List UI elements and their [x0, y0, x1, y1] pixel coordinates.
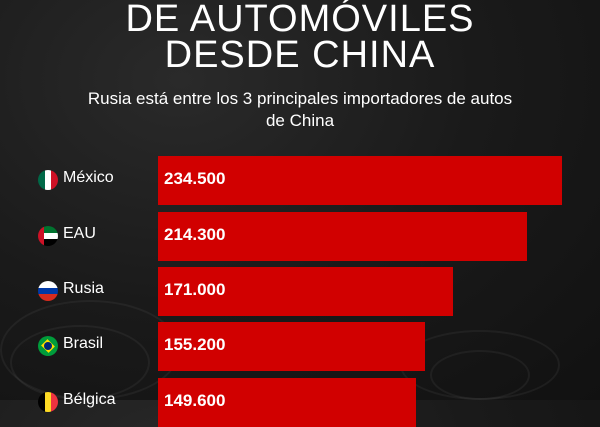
category-label: EAU [63, 225, 96, 242]
chart-title-line-1: DE AUTOMÓVILES [125, 0, 475, 40]
bar [158, 322, 426, 371]
category-label: Brasil [63, 335, 104, 352]
bar-row: EAU 214.300 [0, 212, 600, 261]
brazil-flag-icon [38, 336, 58, 356]
bar [158, 267, 453, 316]
russia-flag-icon [38, 281, 58, 301]
data-label: 149.600 [164, 391, 226, 410]
bar-row: Rusia 171.000 [0, 267, 600, 316]
subtitle-line-2: de China [265, 111, 335, 130]
uae-flag-icon [38, 226, 58, 246]
category-label: Bélgica [63, 391, 116, 408]
data-label: 171.000 [164, 280, 226, 299]
chart-title-line-2: DESDE CHINA [164, 34, 436, 76]
background-swirl [10, 325, 150, 400]
mexico-flag-icon [38, 170, 58, 190]
belgium-flag-icon [38, 392, 58, 412]
data-label: 155.200 [164, 335, 226, 354]
bar-row: Bélgica 149.600 [0, 378, 600, 427]
bar [158, 156, 562, 205]
chart-subtitle: Rusia está entre los 3 principales impor… [0, 88, 600, 132]
subtitle-line-1: Rusia está entre los 3 principales impor… [87, 89, 513, 108]
bar [158, 212, 528, 261]
category-label: Rusia [63, 280, 104, 297]
data-label: 214.300 [164, 225, 226, 244]
bar-row: México 234.500 [0, 156, 600, 205]
data-label: 234.500 [164, 169, 226, 188]
bar-row: Brasil 155.200 [0, 322, 600, 371]
category-label: México [63, 169, 114, 186]
background-swirl [430, 350, 530, 400]
